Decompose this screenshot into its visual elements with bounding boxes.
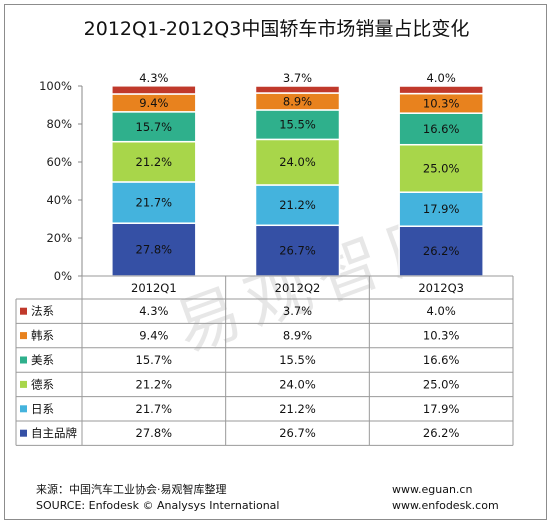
- data-label: 26.7%: [279, 244, 316, 258]
- data-label: 15.5%: [279, 118, 316, 132]
- data-label: 21.2%: [279, 198, 316, 212]
- table-cell: 21.7%: [136, 402, 173, 416]
- legend-swatch: [20, 380, 27, 388]
- source-en: SOURCE: Enfodesk © Analysys Internationa…: [36, 499, 280, 512]
- data-label: 4.3%: [139, 71, 168, 85]
- data-label: 17.9%: [423, 202, 460, 216]
- table-cell: 27.8%: [136, 426, 173, 440]
- legend-swatch: [20, 356, 27, 364]
- bar-segment: [111, 140, 197, 183]
- source-cn: 来源：中国汽车工业协会·易观智库整理: [36, 483, 227, 496]
- legend-swatch: [20, 405, 27, 413]
- data-label: 10.3%: [423, 96, 460, 110]
- data-label: 27.8%: [136, 243, 173, 257]
- bar-segment: [254, 224, 341, 277]
- bar-segment: [111, 222, 197, 277]
- table-cell: 9.4%: [139, 329, 168, 343]
- bar-segment: [398, 85, 484, 95]
- chart-title: 2012Q1-2012Q3中国轿车市场销量占比变化: [83, 18, 470, 40]
- legend-label: 韩系: [31, 329, 54, 343]
- y-tick-label: 0%: [54, 269, 72, 283]
- legend-label: 日系: [31, 402, 54, 416]
- category-label: 2012Q1: [131, 281, 177, 295]
- category-label: 2012Q2: [275, 281, 321, 295]
- table-cell: 26.2%: [423, 426, 460, 440]
- table-cell: 17.9%: [423, 402, 460, 416]
- data-label: 25.0%: [423, 161, 460, 175]
- url-eguan: www.eguan.cn: [392, 483, 473, 496]
- data-label: 16.6%: [423, 122, 460, 136]
- table-cell: 15.5%: [279, 353, 316, 367]
- table-cell: 3.7%: [283, 304, 312, 318]
- y-tick-label: 40%: [46, 193, 72, 207]
- table-cell: 24.0%: [279, 377, 316, 391]
- bar-segment: [254, 109, 341, 141]
- legend-label: 德系: [31, 377, 54, 391]
- table-cell: 25.0%: [423, 377, 460, 391]
- data-label: 21.7%: [136, 196, 173, 210]
- data-label: 9.4%: [139, 96, 168, 110]
- table-cell: 26.7%: [279, 426, 316, 440]
- bar-segment: [254, 184, 341, 227]
- legend-swatch: [20, 332, 27, 340]
- table-cell: 4.0%: [427, 304, 456, 318]
- y-tick-label: 100%: [39, 79, 72, 93]
- bar-segment: [111, 85, 197, 95]
- data-label: 26.2%: [423, 244, 460, 258]
- y-tick-label: 20%: [46, 231, 72, 245]
- data-label: 21.2%: [136, 155, 173, 169]
- data-label: 3.7%: [283, 71, 312, 85]
- bar-segment: [398, 191, 484, 227]
- legend-swatch: [20, 429, 27, 437]
- table-cell: 21.2%: [279, 402, 316, 416]
- category-label: 2012Q3: [418, 281, 464, 295]
- url-enfodesk: www.enfodesk.com: [392, 499, 499, 512]
- bar-segment: [254, 85, 341, 94]
- data-label: 8.9%: [283, 94, 312, 108]
- footer-urls: www.eguan.cn www.enfodesk.com: [392, 482, 499, 514]
- table-cell: 4.3%: [139, 304, 168, 318]
- table-cell: 8.9%: [283, 329, 312, 343]
- legend-swatch: [20, 307, 27, 315]
- bar-segment: [398, 143, 484, 193]
- table-cell: 15.7%: [136, 353, 173, 367]
- legend-label: 美系: [31, 353, 54, 367]
- table-cell: 16.6%: [423, 353, 460, 367]
- data-label: 4.0%: [427, 71, 456, 85]
- bar-segment: [111, 181, 197, 224]
- footer-source: 来源：中国汽车工业协会·易观智库整理 SOURCE: Enfodesk © An…: [36, 482, 279, 514]
- y-tick-label: 60%: [46, 155, 72, 169]
- bar-segment: [111, 111, 197, 143]
- data-label: 15.7%: [136, 120, 173, 134]
- y-tick-label: 80%: [46, 117, 72, 131]
- table-cell: 21.2%: [136, 377, 173, 391]
- table-cell: 10.3%: [423, 329, 460, 343]
- bar-segment: [398, 112, 484, 146]
- legend-label: 自主品牌: [31, 426, 77, 440]
- legend-label: 法系: [31, 304, 54, 318]
- data-label: 24.0%: [279, 155, 316, 169]
